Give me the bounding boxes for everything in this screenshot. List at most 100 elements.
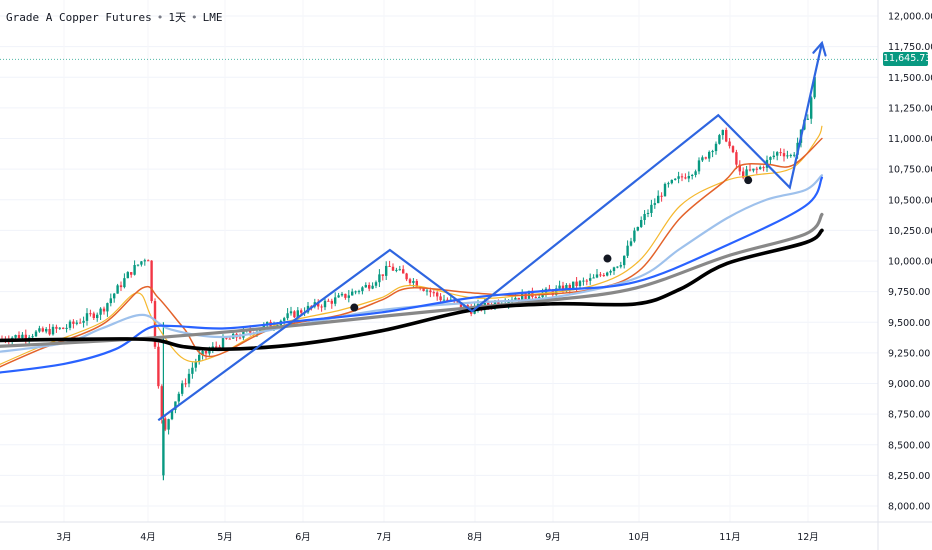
arrow-head bbox=[812, 40, 827, 57]
candle-body bbox=[337, 295, 340, 298]
candle-body bbox=[24, 334, 27, 339]
candle-body bbox=[446, 299, 449, 301]
candle-body bbox=[317, 302, 320, 307]
candle-body bbox=[62, 327, 65, 329]
candle-body bbox=[34, 331, 38, 337]
candle-body bbox=[789, 155, 792, 157]
candle-body bbox=[92, 313, 95, 319]
candle-body bbox=[31, 336, 34, 338]
candle-body bbox=[215, 346, 218, 348]
exchange-label: LME bbox=[202, 11, 223, 24]
y-tick-label: 8,500.00 bbox=[888, 440, 930, 451]
candle-body bbox=[354, 291, 357, 293]
candle-body bbox=[534, 296, 537, 298]
candle-body bbox=[786, 155, 789, 157]
candle-body bbox=[408, 279, 412, 283]
moving-average-line-2 bbox=[0, 137, 823, 368]
x-tick-label: 8月 bbox=[467, 532, 483, 543]
candle-body bbox=[340, 293, 344, 296]
candle-body bbox=[164, 418, 167, 430]
candle-body bbox=[442, 299, 446, 301]
x-tick-label: 5月 bbox=[217, 532, 233, 543]
candle-body bbox=[585, 280, 588, 282]
y-tick-label: 10,750.00 bbox=[888, 165, 932, 176]
candle-body bbox=[228, 338, 231, 340]
candle-body bbox=[687, 176, 690, 179]
y-tick-label: 12,000.00 bbox=[888, 12, 932, 23]
x-tick-label: 6月 bbox=[295, 532, 311, 543]
candle-body bbox=[385, 265, 388, 276]
y-tick-label: 8,000.00 bbox=[888, 502, 930, 513]
moving-average-line-6 bbox=[0, 228, 824, 352]
candle-body bbox=[286, 313, 289, 319]
candle-body bbox=[752, 168, 755, 171]
candle-body bbox=[85, 313, 89, 321]
candle-body bbox=[187, 373, 191, 384]
candle-body bbox=[704, 157, 707, 159]
candle-body bbox=[398, 269, 401, 271]
candle-body bbox=[680, 176, 684, 178]
candle-body bbox=[191, 367, 194, 374]
event-marker bbox=[744, 176, 753, 185]
candle-body bbox=[201, 351, 204, 355]
candle-body bbox=[432, 292, 435, 294]
candle-body bbox=[439, 296, 442, 301]
candle-body bbox=[184, 383, 187, 385]
candle-body bbox=[55, 326, 58, 329]
candle-body bbox=[521, 292, 524, 300]
candle-body bbox=[167, 419, 170, 430]
x-tick-label: 11月 bbox=[719, 532, 741, 543]
candle-body bbox=[609, 271, 612, 273]
candle-body bbox=[595, 274, 599, 278]
symbol-name: Grade A Copper Futures bbox=[6, 11, 152, 24]
candle-body bbox=[568, 284, 571, 289]
candle-body bbox=[249, 330, 252, 333]
candle-body bbox=[514, 297, 517, 300]
candle-body bbox=[769, 157, 772, 160]
candle-body bbox=[51, 326, 55, 335]
candle-body bbox=[160, 386, 163, 419]
candle-body bbox=[728, 141, 731, 147]
candle-body bbox=[599, 274, 602, 276]
candle-body bbox=[374, 282, 378, 286]
y-tick-label: 11,000.00 bbox=[888, 134, 932, 145]
candle-body bbox=[266, 321, 269, 325]
candle-body bbox=[578, 281, 582, 287]
candle-body bbox=[140, 261, 143, 265]
candle-body bbox=[162, 420, 165, 476]
candle-body bbox=[347, 295, 350, 298]
candle-body bbox=[21, 334, 24, 339]
candle-body bbox=[194, 361, 197, 368]
candle-body bbox=[575, 281, 578, 287]
candle-body bbox=[323, 300, 327, 308]
candle-body bbox=[45, 328, 48, 332]
candle-body bbox=[14, 335, 17, 338]
candle-body bbox=[119, 285, 123, 288]
candle-body bbox=[327, 300, 330, 302]
y-tick-label: 9,250.00 bbox=[888, 348, 930, 359]
x-tick-label: 7月 bbox=[376, 532, 392, 543]
candle-body bbox=[412, 280, 415, 283]
candle-body bbox=[701, 157, 704, 161]
candle-body bbox=[670, 179, 673, 184]
candle-body bbox=[558, 285, 561, 289]
candle-body bbox=[218, 346, 221, 348]
candle-body bbox=[48, 328, 51, 335]
zigzag-trend-line bbox=[157, 42, 824, 422]
candle-body bbox=[123, 278, 126, 288]
candle-body bbox=[806, 118, 809, 120]
candle-body bbox=[17, 335, 21, 339]
moving-average-line-4 bbox=[0, 176, 824, 374]
candle-body bbox=[738, 164, 741, 172]
candle-body bbox=[170, 409, 174, 420]
y-tick-label: 10,500.00 bbox=[888, 195, 932, 206]
candle-body bbox=[113, 293, 116, 299]
candle-body bbox=[582, 280, 585, 282]
event-marker bbox=[350, 303, 359, 312]
candle-body bbox=[174, 401, 177, 410]
interval-label[interactable]: 1天 bbox=[168, 11, 186, 24]
candle-body bbox=[361, 287, 364, 292]
candle-body bbox=[657, 195, 660, 204]
candle-body bbox=[116, 285, 119, 294]
